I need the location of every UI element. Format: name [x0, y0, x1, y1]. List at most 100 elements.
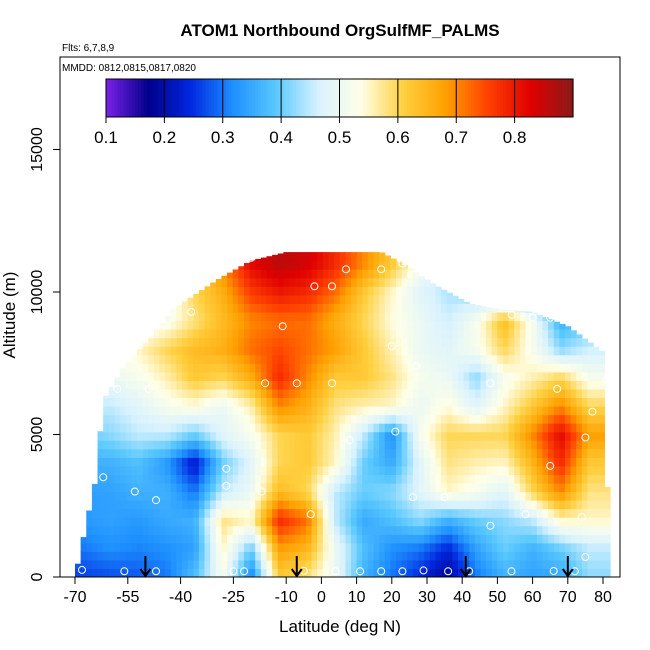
heatmap-cell [165, 542, 172, 552]
heatmap-cell [390, 406, 397, 416]
heatmap-cell [446, 397, 453, 407]
heatmap-cell [474, 346, 482, 356]
heatmap-cell [328, 474, 335, 484]
heatmap-cell [384, 559, 391, 570]
heatmap-cell [525, 380, 532, 390]
heatmap-cell [570, 525, 577, 535]
heatmap-cell [446, 465, 453, 475]
heatmap-cell [474, 465, 482, 475]
heatmap-cell [384, 329, 391, 339]
heatmap-cell [153, 491, 161, 501]
heatmap-cell [486, 474, 493, 484]
heatmap-cell [390, 346, 397, 356]
heatmap-cell [193, 448, 200, 458]
heatmap-cell [260, 559, 268, 570]
heatmap-cell [418, 457, 425, 467]
heatmap-cell [548, 388, 555, 399]
heatmap-cell [198, 542, 206, 552]
heatmap-cell [446, 500, 453, 510]
heatmap-cell [80, 537, 87, 544]
heatmap-cell [170, 388, 177, 399]
heatmap-cell [350, 414, 358, 424]
heatmap-cell [182, 380, 189, 390]
heatmap-cell [559, 414, 566, 424]
heatmap-cell [238, 508, 245, 518]
colorbar-segment [403, 79, 408, 117]
heatmap-cell [531, 440, 538, 450]
heatmap-cell [255, 329, 262, 339]
heatmap-cell [339, 346, 346, 356]
sample-point [444, 567, 453, 576]
heatmap-cell [159, 414, 166, 424]
heatmap-cell [328, 491, 335, 501]
heatmap-cell [187, 363, 194, 373]
heatmap-cell [334, 457, 341, 467]
heatmap-cell [396, 465, 403, 475]
heatmap-cell [356, 303, 363, 313]
heatmap-cell [373, 277, 380, 287]
heatmap-cell [491, 388, 498, 399]
heatmap-cell [474, 500, 482, 510]
heatmap-cell [384, 363, 391, 373]
heatmap-cell [396, 440, 403, 450]
heatmap-cell [232, 474, 239, 484]
heatmap-cell [362, 568, 369, 577]
heatmap-cell [148, 525, 155, 535]
heatmap-cell [350, 551, 358, 561]
heatmap-cell [311, 337, 318, 347]
heatmap-cell [373, 303, 380, 313]
heatmap-cell [367, 363, 375, 373]
heatmap-cell [317, 414, 324, 424]
heatmap-cell [243, 559, 251, 570]
heatmap-cell [198, 388, 206, 399]
heatmap-cell [334, 371, 341, 381]
colorbar-segment [117, 79, 122, 117]
heatmap-cell [221, 482, 228, 493]
colorbar-tick-label: 0.6 [386, 128, 410, 147]
heatmap-cell [418, 517, 425, 527]
heatmap-cell [519, 311, 527, 322]
heatmap-cell [356, 534, 363, 544]
heatmap-cell [339, 508, 346, 518]
heatmap-cell [238, 406, 245, 416]
heatmap-cell [294, 482, 301, 493]
heatmap-cell [486, 440, 493, 450]
heatmap-cell [396, 525, 403, 535]
heatmap-cell [272, 465, 279, 475]
heatmap-cell [159, 406, 166, 416]
colorbar-segment [187, 79, 192, 117]
heatmap-cell [435, 482, 442, 493]
heatmap-cell [300, 525, 307, 535]
heatmap-cell [266, 346, 273, 356]
flight-markers-layer [139, 556, 574, 578]
flight-start-arrow [290, 556, 303, 578]
heatmap-cell [379, 260, 386, 270]
heatmap-cell [435, 414, 442, 424]
heatmap-cell [401, 380, 408, 390]
heatmap-cell [131, 448, 138, 458]
heatmap-cell [474, 380, 482, 390]
heatmap-cell [215, 431, 223, 441]
heatmap-cell [469, 448, 476, 458]
heatmap-cell [564, 534, 572, 544]
heatmap-cell [159, 380, 166, 390]
heatmap-cell [435, 534, 442, 544]
heatmap-cell [457, 465, 465, 475]
heatmap-cell [469, 423, 476, 433]
heatmap-cell [182, 508, 189, 518]
heatmap-cell [193, 517, 200, 527]
heatmap-cell [300, 414, 307, 424]
heatmap-cell [283, 440, 290, 450]
heatmap-cell [525, 457, 532, 467]
colorbar-segment [281, 79, 285, 117]
heatmap-cell [548, 542, 555, 552]
heatmap-cell [401, 397, 408, 407]
heatmap-cell [283, 380, 290, 390]
heatmap-cell [441, 551, 448, 561]
heatmap-cell [165, 315, 172, 322]
heatmap-cell [305, 559, 313, 570]
heatmap-cell [176, 371, 183, 381]
heatmap-cell [243, 474, 251, 484]
heatmap-cell [131, 568, 138, 577]
heatmap-cell [272, 406, 279, 416]
